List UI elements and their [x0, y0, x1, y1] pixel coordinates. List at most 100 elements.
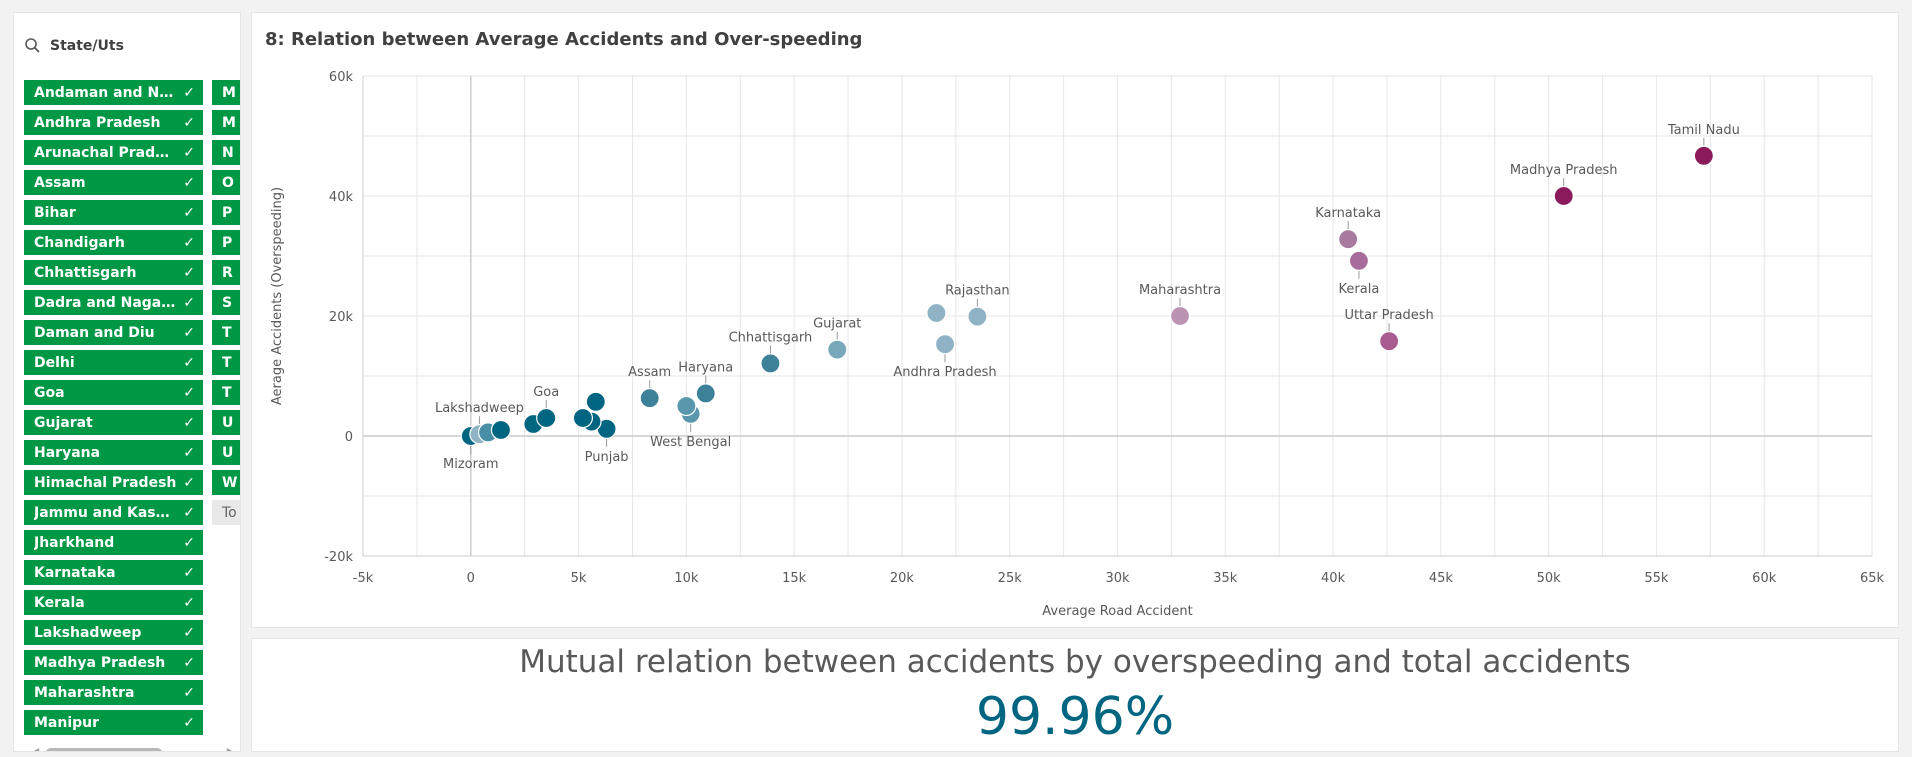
data-point[interactable] — [760, 353, 781, 374]
filter-list-item[interactable]: Daman and Diu ✓ — [24, 320, 203, 345]
filter-list-item[interactable]: Chhattisgarh ✓ — [24, 260, 203, 285]
filter-list-col2-item[interactable]: M — [212, 80, 240, 105]
data-point-label: Punjab — [585, 450, 629, 465]
filter-list-item-label: Jharkhand — [34, 534, 115, 551]
filter-list-col2-item[interactable]: T — [212, 350, 240, 375]
data-point[interactable] — [585, 391, 606, 412]
filter-search[interactable]: State/Uts — [24, 33, 124, 59]
data-point[interactable] — [490, 419, 512, 441]
filter-list-item[interactable]: Delhi ✓ — [24, 350, 203, 375]
filter-list-item-label: Delhi — [34, 354, 75, 371]
filter-list-col2-item[interactable]: O — [212, 170, 240, 195]
data-point-label: Haryana — [678, 360, 733, 375]
filter-list-col2-item[interactable]: U — [212, 410, 240, 435]
x-tick-label: 25k — [998, 571, 1023, 586]
filter-list-item-label: Andhra Pradesh — [34, 114, 161, 131]
data-point[interactable] — [1553, 185, 1574, 207]
data-point[interactable] — [1348, 250, 1370, 271]
filter-list-item[interactable]: Assam ✓ — [24, 170, 203, 195]
data-point[interactable] — [827, 339, 848, 360]
filter-list-item[interactable]: Andhra Pradesh ✓ — [24, 110, 203, 135]
filter-list-col2-item-label: R — [222, 264, 233, 281]
filter-list-item[interactable]: Andaman and Nicobar Islands ✓ — [24, 80, 203, 105]
filter-list-item-label: Andaman and Nicobar Islands — [34, 84, 177, 101]
filter-list-item[interactable]: Bihar ✓ — [24, 200, 203, 225]
data-point-label: Madhya Pradesh — [1510, 163, 1618, 178]
check-icon: ✓ — [183, 204, 195, 221]
filter-list-col2-item[interactable]: P — [212, 230, 240, 255]
check-icon: ✓ — [183, 324, 195, 341]
check-icon: ✓ — [183, 654, 195, 671]
filter-list-col2-item[interactable]: M — [212, 110, 240, 135]
filter-list-item[interactable]: Manipur ✓ — [24, 710, 203, 735]
filter-list-col2-item[interactable]: N — [212, 140, 240, 165]
data-point[interactable] — [934, 334, 956, 355]
filter-list-col2-item[interactable]: S — [212, 290, 240, 315]
filter-list-col2-item[interactable]: T — [212, 380, 240, 405]
filter-list-item-label: Goa — [34, 384, 65, 401]
filter-list-col2-item-label: M — [222, 114, 236, 131]
scroll-left-icon[interactable]: ◀ — [30, 745, 40, 752]
filter-list-column-1: Andaman and Nicobar Islands✓Andhra Prade… — [24, 80, 203, 740]
filter-list-item-label: Dadra and Nagar Haveli — [34, 294, 177, 311]
filter-list-item[interactable]: Haryana ✓ — [24, 440, 203, 465]
check-icon: ✓ — [183, 504, 195, 521]
scroll-right-icon[interactable]: ▶ — [226, 745, 236, 752]
data-point[interactable] — [676, 395, 697, 417]
filter-list-item[interactable]: Lakshadweep ✓ — [24, 620, 203, 645]
filter-list-col2-item[interactable]: W — [212, 470, 240, 495]
filter-list-col2-item[interactable]: U — [212, 440, 240, 465]
check-icon: ✓ — [183, 534, 195, 551]
data-point[interactable] — [1693, 145, 1714, 166]
check-icon: ✓ — [183, 144, 195, 161]
y-axis-label: Aerage Accidents (Overspeeding) — [270, 187, 285, 405]
data-point[interactable] — [926, 302, 947, 324]
check-icon: ✓ — [183, 444, 195, 461]
check-icon: ✓ — [183, 714, 195, 731]
filter-title: State/Uts — [50, 38, 124, 54]
check-icon: ✓ — [183, 384, 195, 401]
filter-list-item[interactable]: Jammu and Kashmir ✓ — [24, 500, 203, 525]
scroll-thumb[interactable] — [46, 748, 162, 751]
filter-list-col2-item-label: T — [222, 384, 232, 401]
x-tick-label: 35k — [1213, 571, 1238, 586]
filter-list-item[interactable]: Dadra and Nagar Haveli ✓ — [24, 290, 203, 315]
filter-list-col2-item-label: M — [222, 84, 236, 101]
filter-list-col2-item[interactable]: P — [212, 200, 240, 225]
data-point[interactable] — [1379, 331, 1400, 352]
filter-list-item[interactable]: Maharashtra ✓ — [24, 680, 203, 705]
filter-list-item[interactable]: Chandigarh ✓ — [24, 230, 203, 255]
filter-list-item[interactable]: Karnataka ✓ — [24, 560, 203, 585]
horizontal-scrollbar[interactable]: ◀ ▶ — [26, 743, 240, 752]
filter-list-item[interactable]: Arunachal Pradesh ✓ — [24, 140, 203, 165]
filter-list-item[interactable]: Goa ✓ — [24, 380, 203, 405]
check-icon: ✓ — [183, 354, 195, 371]
y-tick-label: 60k — [329, 70, 354, 85]
filter-panel: State/Uts Andaman and Nicobar Islands✓An… — [13, 12, 241, 752]
filter-list-item-label: Jammu and Kashmir — [34, 504, 178, 521]
filter-list-item[interactable]: Kerala ✓ — [24, 590, 203, 615]
data-point[interactable] — [639, 388, 660, 409]
filter-list-col2-item[interactable]: To — [212, 500, 240, 525]
filter-list-item[interactable]: Madhya Pradesh ✓ — [24, 650, 203, 675]
data-point[interactable] — [967, 306, 988, 327]
filter-list-col2-item-label: T — [222, 324, 232, 341]
data-point-label: Maharashtra — [1139, 283, 1221, 298]
filter-list-item-label: Lakshadweep — [34, 624, 142, 641]
filter-list-item[interactable]: Jharkhand ✓ — [24, 530, 203, 555]
data-point[interactable] — [695, 383, 716, 404]
data-point[interactable] — [1169, 305, 1191, 327]
data-point[interactable] — [536, 407, 557, 429]
filter-list-col2-item-label: N — [222, 144, 234, 161]
filter-list-col2-item[interactable]: T — [212, 320, 240, 345]
check-icon: ✓ — [183, 474, 195, 491]
filter-list-item[interactable]: Gujarat ✓ — [24, 410, 203, 435]
filter-list-col2-item-label: U — [222, 414, 234, 431]
data-point[interactable] — [1338, 229, 1359, 250]
filter-list-col2-item-label: S — [222, 294, 233, 311]
filter-list-item[interactable]: Himachal Pradesh ✓ — [24, 470, 203, 495]
data-point[interactable] — [572, 407, 593, 429]
scatter-chart[interactable]: -5k 0 5k 10k 15k 20k 25k 30k 35k 40k 45k 50k 55k 60k 6… — [252, 13, 1900, 629]
filter-list-col2-item[interactable]: R — [212, 260, 240, 285]
filter-list-col2-item-label: P — [222, 204, 233, 221]
